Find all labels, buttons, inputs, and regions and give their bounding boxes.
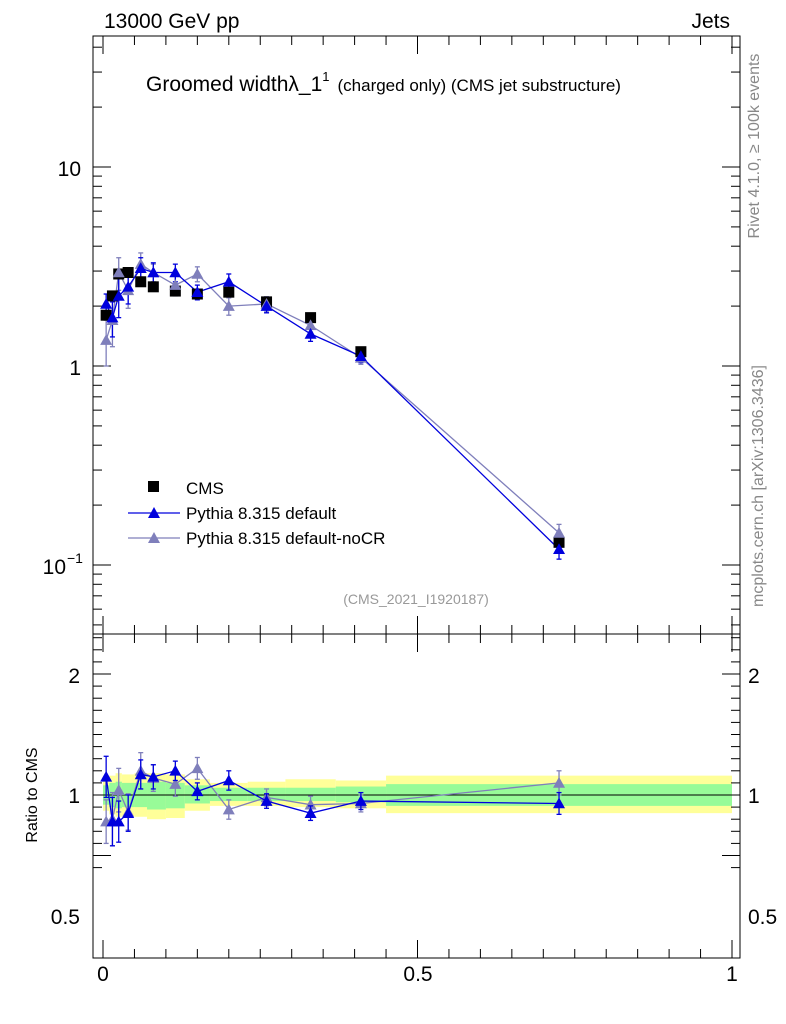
ratio-ytick-label-0.5-right: 0.5 [748,906,777,929]
ratio-series-marker [147,770,160,782]
cms-data-point [100,309,112,321]
main-series-marker [169,279,182,290]
main-series-marker [304,319,317,331]
ratio-series-marker [191,762,204,774]
main-series-marker [122,280,135,292]
ratio-ytick-label-1-right: 1 [748,785,760,808]
main-series-marker [112,289,125,301]
main-series-marker [304,327,317,339]
cms-data-point [147,281,159,293]
ratio-series-marker [122,807,135,818]
main-series-layer [100,252,566,560]
legend: CMS Pythia 8.315 default Pythia 8.315 de… [128,479,385,548]
ratio-series-marker [354,795,367,806]
legend-label-pythia-nocr: Pythia 8.315 default-noCR [186,529,385,548]
ratio-ylabel: Ratio to CMS [24,747,41,842]
cms-data-point [553,536,565,548]
xtick-label-0: 0 [97,963,109,986]
main-series-marker [222,275,235,287]
main-ytick-label-1: 1 [69,357,81,380]
main-series-marker [106,311,119,323]
ratio-axis-ticks [93,634,740,958]
cms-data-point [169,285,181,297]
main-series-marker [191,286,204,297]
xtick-label-1: 1 [726,963,738,986]
main-title-text: Groomed widthλ_1 [146,73,322,96]
main-series-marker [222,300,235,311]
ratio-series-marker [191,785,204,797]
ratio-band-inner [147,781,166,810]
legend-marker-cms [148,481,159,492]
cms-data-point [135,276,147,288]
main-ytick-label-0.1: 10 [43,556,66,579]
cms-data-point [106,290,118,302]
main-series-marker [553,543,566,555]
main-series-marker [169,266,182,278]
ratio-series-marker [112,784,125,795]
rivet-version-label: Rivet 4.1.0, ≥ 100k events [746,54,763,239]
analysis-watermark: (CMS_2021_I1920187) [343,591,489,607]
main-ytick-label-10: 10 [58,158,81,181]
main-series-marker [191,267,204,279]
main-series-marker [134,262,147,274]
mcplots-source-label: mcplots.cern.ch [arXiv:1306.3436] [750,365,767,607]
ratio-ytick-label-1: 1 [68,785,80,808]
header-left-label: 13000 GeV pp [104,10,239,33]
xtick-label-0.5: 0.5 [403,963,432,986]
ratio-series-marker [222,803,235,815]
ratio-series-marker [134,768,147,780]
main-series-marker [354,350,367,362]
legend-marker-pythia-nocr [148,532,160,543]
ratio-series-marker [100,770,113,782]
legend-label-pythia-default: Pythia 8.315 default [186,504,337,523]
main-series-marker [112,266,125,278]
main-series-line [105,263,560,534]
ratio-series-marker [553,797,566,809]
ratio-series-marker [260,795,273,806]
main-ytick-label-0.1-exponent: −1 [67,550,83,566]
main-title: Groomed widthλ_11 (charged only) (CMS jet… [146,69,621,96]
main-series-marker [147,266,160,278]
cms-data-point [305,312,317,324]
ratio-series-marker [304,798,317,810]
ratio-series-marker [169,778,182,789]
main-series-marker [553,526,566,538]
main-title-superscript: 1 [322,69,329,84]
ratio-series-marker [112,815,125,827]
ratio-panel-frame [92,633,741,959]
ratio-ytick-label-2-right: 2 [748,665,760,688]
main-series-marker [260,300,273,311]
cms-data-point [122,267,134,279]
main-title-suffix: (charged only) (CMS jet substructure) [338,76,621,95]
header-right-label: Jets [691,10,730,33]
ratio-series-marker [304,807,317,818]
main-series-marker [100,297,113,309]
ratio-series-marker [169,764,182,776]
ratio-band-inner [285,787,336,802]
main-ytick-label-0.1-base: 10 [43,556,66,579]
main-series-marker [100,334,113,345]
ratio-series-layer [100,752,566,847]
cms-data-point [223,286,235,298]
ratio-series-marker [222,774,235,786]
ratio-ytick-label-2: 2 [68,665,80,688]
ratio-series-marker [553,776,566,788]
ratio-ytick-label-0.5: 0.5 [51,906,80,929]
main-axis-ticks [93,36,740,634]
legend-label-cms: CMS [186,479,224,498]
legend-marker-pythia-default [148,507,160,518]
